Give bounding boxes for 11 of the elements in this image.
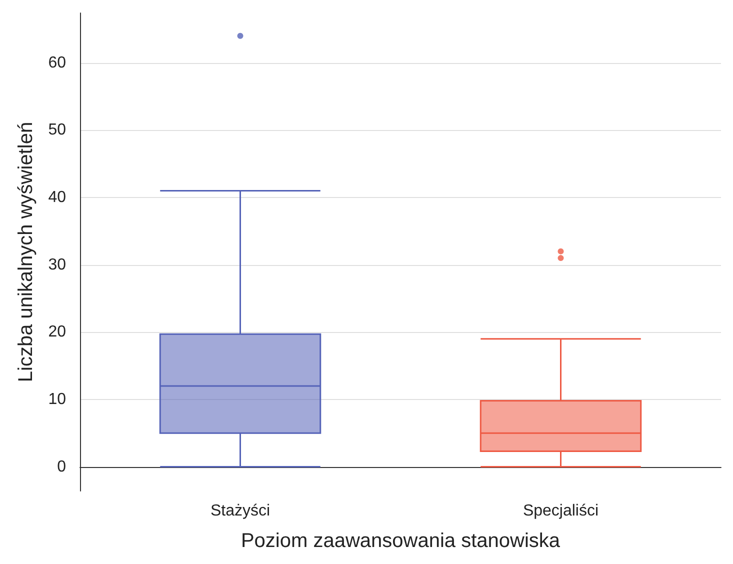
x-axis-title: Poziom zaawansowania stanowiska	[240, 530, 561, 552]
y-tick-label: 40	[48, 188, 66, 206]
y-tick-label: 30	[48, 256, 66, 274]
y-tick-label: 0	[57, 458, 66, 476]
x-tick-label: Specjaliści	[522, 502, 599, 520]
y-tick-label: 50	[48, 122, 66, 139]
y-axis-title: Liczba unikalnych wyświetleń	[15, 122, 37, 382]
y-tick-label: 10	[48, 390, 66, 408]
y-tick-label: 20	[48, 324, 66, 341]
y-tick-label: 60	[48, 54, 66, 72]
x-tick-label: Stażyści	[210, 502, 270, 520]
